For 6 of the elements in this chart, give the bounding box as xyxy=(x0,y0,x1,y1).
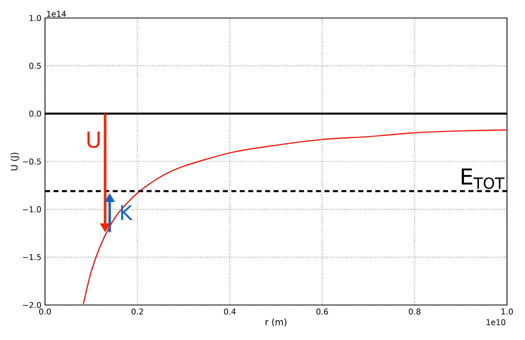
y-axis-title: U (J) xyxy=(10,152,20,170)
line-series xyxy=(82,129,508,305)
annotation: U xyxy=(87,132,100,148)
ref-line-label: E$_{TOT}$ xyxy=(462,168,504,189)
x-axis-title: r (m) xyxy=(266,318,286,326)
annotation: K xyxy=(121,205,133,220)
